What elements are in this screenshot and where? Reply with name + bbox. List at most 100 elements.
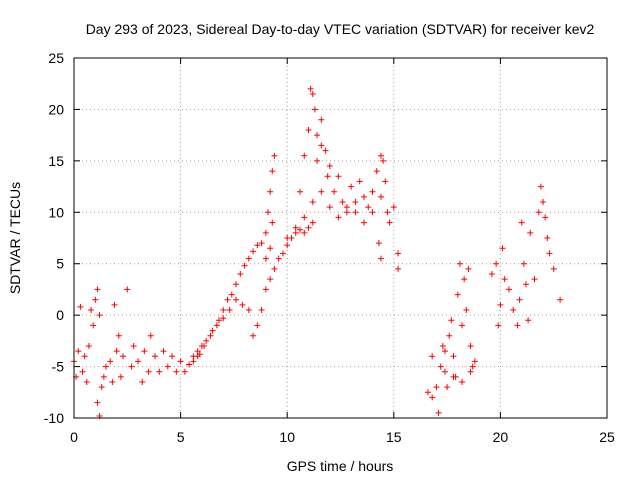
data-point xyxy=(164,363,171,370)
data-point xyxy=(390,204,397,211)
data-point xyxy=(522,281,529,288)
data-point xyxy=(343,209,350,216)
data-point xyxy=(271,265,278,272)
data-point xyxy=(237,271,244,277)
data-point xyxy=(469,363,476,370)
data-point xyxy=(505,286,512,293)
data-point xyxy=(444,384,451,391)
data-point xyxy=(233,281,240,288)
data-point xyxy=(226,307,233,313)
data-point xyxy=(331,188,338,195)
data-point xyxy=(525,317,532,324)
data-point xyxy=(305,224,312,231)
data-point xyxy=(134,358,141,365)
data-point xyxy=(454,291,461,298)
data-point xyxy=(209,327,216,334)
y-tick-label: 15 xyxy=(48,153,64,169)
data-point xyxy=(307,85,314,92)
data-point xyxy=(360,193,367,200)
x-axis-label: GPS time / hours xyxy=(287,458,394,474)
data-point xyxy=(160,348,167,355)
data-point xyxy=(77,303,84,310)
data-point xyxy=(499,245,506,252)
data-point xyxy=(369,188,376,195)
x-tick-label: 25 xyxy=(599,429,615,445)
data-point xyxy=(314,132,321,139)
data-point xyxy=(284,235,291,241)
grid-layer xyxy=(74,58,607,418)
data-point xyxy=(373,168,380,175)
data-point xyxy=(239,301,246,308)
data-point xyxy=(318,142,325,149)
data-point xyxy=(271,152,278,159)
data-point xyxy=(85,343,92,349)
data-point xyxy=(309,199,316,205)
data-point xyxy=(107,358,114,365)
tick-labels-layer: 0 5 10 15 20 25 -10 -5 0 5 10 15 20 25 xyxy=(44,50,615,445)
data-point xyxy=(516,296,523,303)
data-point xyxy=(201,343,208,349)
data-point xyxy=(375,240,382,247)
data-point xyxy=(365,204,372,211)
data-point xyxy=(339,199,346,205)
data-point xyxy=(439,343,446,349)
data-point xyxy=(322,147,329,154)
data-point xyxy=(115,332,122,339)
data-point xyxy=(324,173,331,180)
data-point xyxy=(207,332,214,339)
data-point xyxy=(369,209,376,216)
data-points-layer xyxy=(71,85,564,419)
data-point xyxy=(301,152,308,159)
data-point xyxy=(467,343,474,349)
data-point xyxy=(395,250,402,257)
data-point xyxy=(540,199,547,205)
data-point xyxy=(305,127,312,133)
data-point xyxy=(296,226,303,233)
data-point xyxy=(88,307,95,313)
data-point xyxy=(279,250,286,257)
data-point xyxy=(203,337,210,344)
data-point xyxy=(241,262,248,269)
chart-title: Day 293 of 2023, Sidereal Day-to-day VTE… xyxy=(86,21,595,37)
data-point xyxy=(311,106,318,113)
data-point xyxy=(275,255,282,262)
data-point xyxy=(435,409,442,416)
data-point xyxy=(450,353,457,360)
data-point xyxy=(343,204,350,211)
data-point xyxy=(471,358,478,365)
data-point xyxy=(501,276,508,283)
data-point xyxy=(120,353,127,360)
data-point xyxy=(352,209,359,216)
data-point xyxy=(360,219,367,226)
data-point xyxy=(98,384,105,391)
data-point xyxy=(258,240,265,247)
data-point xyxy=(429,353,436,360)
data-point xyxy=(309,219,316,226)
data-point xyxy=(544,235,551,241)
data-point xyxy=(348,183,355,190)
data-point xyxy=(130,343,137,349)
data-point xyxy=(292,224,299,231)
data-point xyxy=(81,353,88,360)
data-point xyxy=(194,353,201,360)
data-point xyxy=(380,157,387,164)
data-point xyxy=(382,178,389,185)
data-point xyxy=(356,178,363,185)
y-axis-label: SDTVAR / TECUs xyxy=(7,182,23,294)
data-point xyxy=(152,353,159,360)
y-tick-label: 5 xyxy=(56,256,64,272)
data-point xyxy=(378,193,385,200)
data-point xyxy=(461,276,468,283)
data-point xyxy=(262,286,269,293)
data-point xyxy=(250,248,257,255)
data-point xyxy=(433,384,440,391)
y-tick-label: -10 xyxy=(44,410,64,426)
data-point xyxy=(459,322,466,329)
data-point xyxy=(495,322,502,329)
data-point xyxy=(309,91,316,97)
y-tick-label: 25 xyxy=(48,50,64,66)
data-point xyxy=(514,322,521,329)
data-point xyxy=(265,209,272,216)
data-point xyxy=(352,199,359,205)
data-point xyxy=(542,214,549,221)
